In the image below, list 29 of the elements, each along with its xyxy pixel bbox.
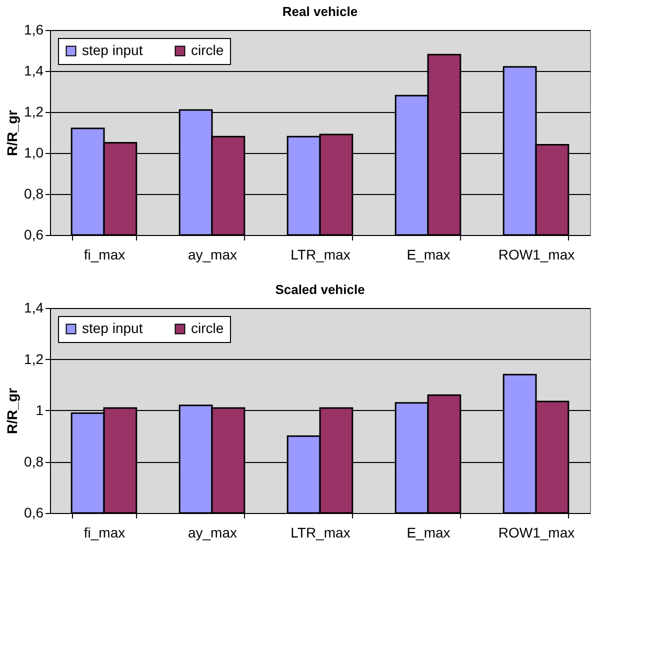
chart-title: Scaled vehicle: [275, 282, 365, 297]
x-tick-label: fi_max: [84, 524, 126, 540]
y-tick-label: 1: [36, 402, 44, 418]
x-tick-label: ay_max: [188, 246, 238, 262]
legend-label: step input: [82, 320, 143, 336]
chart-title: Real vehicle: [282, 4, 358, 19]
legend-label: circle: [191, 42, 224, 58]
x-tick-label: LTR_max: [290, 246, 350, 262]
x-tick-label: E_max: [406, 246, 450, 262]
y-axis-title: R/R_gr: [4, 110, 20, 156]
x-tick-label: ay_max: [188, 524, 238, 540]
legend-label: step input: [82, 42, 143, 58]
y-tick-label: 1,4: [24, 300, 44, 316]
x-tick-label: ROW1_max: [498, 524, 575, 540]
y-tick-label: 1,2: [24, 350, 44, 367]
x-tick-label: E_max: [406, 524, 450, 540]
y-tick-label: 1,0: [24, 144, 44, 160]
legend-label: circle: [191, 320, 224, 336]
y-tick-label: 1,6: [24, 22, 44, 38]
y-tick-label: 1,2: [24, 104, 44, 120]
y-tick-label: 0,6: [24, 504, 44, 520]
x-tick-label: LTR_max: [290, 524, 350, 540]
y-tick-label: 0,8: [24, 186, 44, 202]
y-axis-title: R/R_gr: [4, 388, 20, 434]
y-tick-label: 0,6: [24, 226, 44, 242]
y-tick-label: 1,4: [24, 62, 44, 78]
x-tick-label: fi_max: [84, 246, 126, 262]
x-tick-label: ROW1_max: [498, 246, 575, 262]
y-tick-label: 0,8: [24, 453, 44, 470]
